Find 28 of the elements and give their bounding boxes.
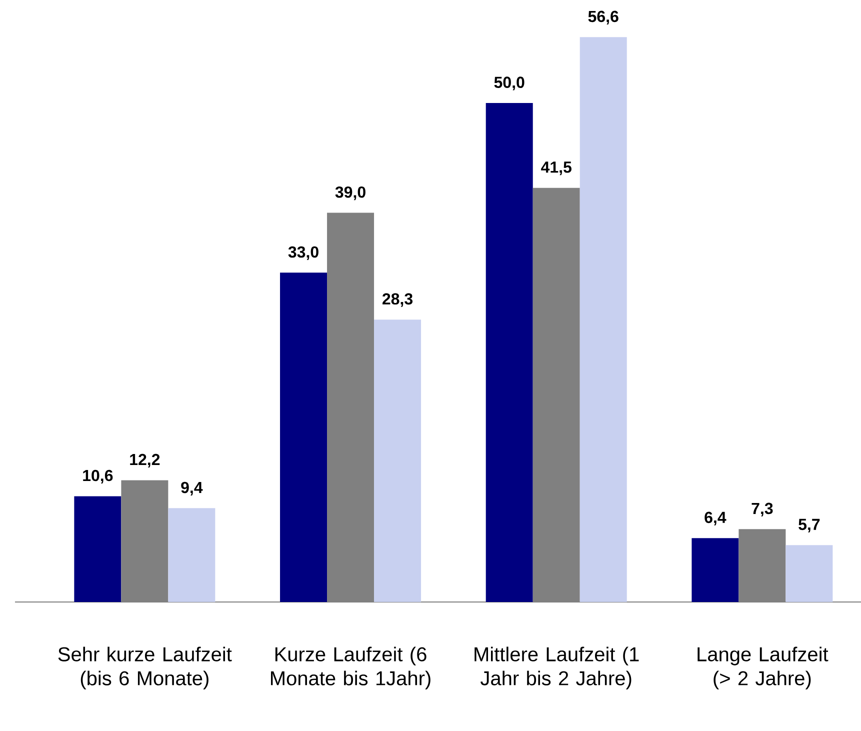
bar — [374, 320, 422, 602]
data-label: 50,0 — [494, 76, 524, 90]
data-label: 39,0 — [335, 186, 366, 200]
bar — [121, 480, 168, 602]
data-label: 7,3 — [752, 502, 773, 516]
data-label: 9,4 — [181, 482, 203, 496]
bar — [738, 529, 786, 602]
bar — [74, 496, 122, 602]
data-label: 10,6 — [83, 470, 113, 484]
data-label: 41,5 — [541, 162, 572, 176]
bar — [280, 272, 328, 602]
x-tick-label: Kurze Laufzeit (6 Monate bis 1Jahr) — [271, 646, 430, 690]
data-label: 5,7 — [798, 518, 820, 532]
data-label: 12,2 — [130, 454, 160, 468]
data-label: 33,0 — [288, 246, 318, 260]
data-label: 28,3 — [382, 293, 413, 307]
bar — [692, 538, 739, 602]
bar — [786, 545, 833, 602]
data-label: 6,4 — [704, 512, 726, 526]
data-label: 56,6 — [588, 10, 618, 24]
x-tick-label: Lange Laufzeit (> 2 Jahre) — [698, 646, 828, 690]
bar — [580, 37, 627, 602]
x-tick-label: Mittlere Laufzeit (1 Jahr bis 2 Jahre) — [474, 646, 639, 690]
bar — [532, 188, 580, 602]
bar — [486, 103, 533, 602]
bar — [327, 212, 374, 602]
bar — [168, 508, 216, 602]
x-tick-label: Sehr kurze Laufzeit (bis 6 Monate) — [58, 646, 232, 690]
